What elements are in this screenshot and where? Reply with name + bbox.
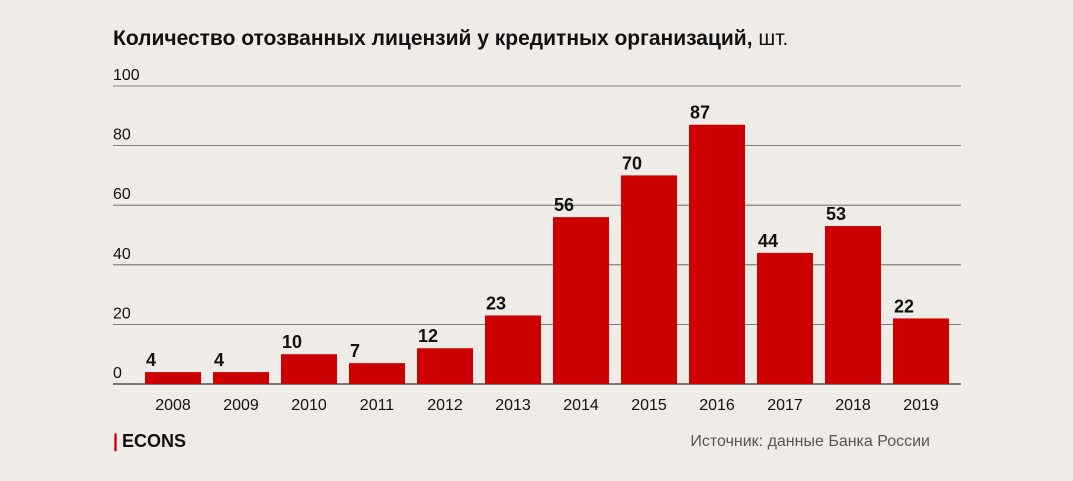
bar [689,124,745,385]
bar [893,318,949,384]
x-tick-label: 2018 [835,397,871,414]
y-tick-label: 20 [113,305,131,322]
x-axis-ticks: 2008 2009 2010 2011 2012 2013 2014 2015 2016 2017… [155,397,939,414]
logo-text: ECONS [122,431,187,451]
data-label: 22 [894,296,914,316]
bar [145,372,201,384]
x-tick-label: 2010 [291,397,327,414]
x-tick-label: 2015 [631,397,667,414]
chart-title: Количество отозванных лицензий у кредитн… [113,27,788,51]
y-tick-label: 80 [113,127,131,144]
x-tick-label: 2017 [767,397,803,414]
y-tick-label: 60 [113,186,131,203]
x-tick-label: 2008 [155,397,191,414]
bar [621,175,677,384]
x-tick-label: 2014 [563,397,599,414]
data-label: 12 [418,326,438,346]
x-tick-label: 2019 [903,397,939,414]
x-tick-label: 2013 [495,397,531,414]
data-label: 10 [282,332,302,352]
bar [485,315,541,384]
bar [757,252,813,384]
data-label: 4 [146,350,156,370]
econs-logo: | ECONS [113,431,186,452]
data-label: 87 [690,103,710,123]
y-tick-label: 40 [113,246,131,263]
source-note: Источник: данные Банка России [690,433,930,450]
bar [349,363,405,384]
data-label: 23 [486,293,506,313]
data-label: 44 [758,231,778,251]
chart-title-text: Количество отозванных лицензий у кредитн… [113,27,753,50]
data-label: 70 [622,153,642,173]
x-tick-label: 2016 [699,397,735,414]
bar [417,348,473,384]
bar [825,226,881,384]
bar [281,354,337,384]
bar [213,372,269,384]
data-label: 56 [554,195,574,215]
logo-bar-mark: | [113,431,119,451]
x-tick-label: 2009 [223,397,259,414]
data-label: 4 [214,350,224,370]
y-tick-label: 0 [113,365,122,382]
chart-title-unit: шт. [758,27,789,50]
x-tick-label: 2012 [427,397,463,414]
y-axis-ticks: 0 20 40 60 80 100 [113,67,140,382]
data-label: 7 [350,341,360,361]
x-tick-label: 2011 [360,397,395,414]
data-label: 53 [826,204,846,224]
bar [553,217,609,384]
bars [145,124,949,385]
y-tick-label: 100 [113,67,140,84]
